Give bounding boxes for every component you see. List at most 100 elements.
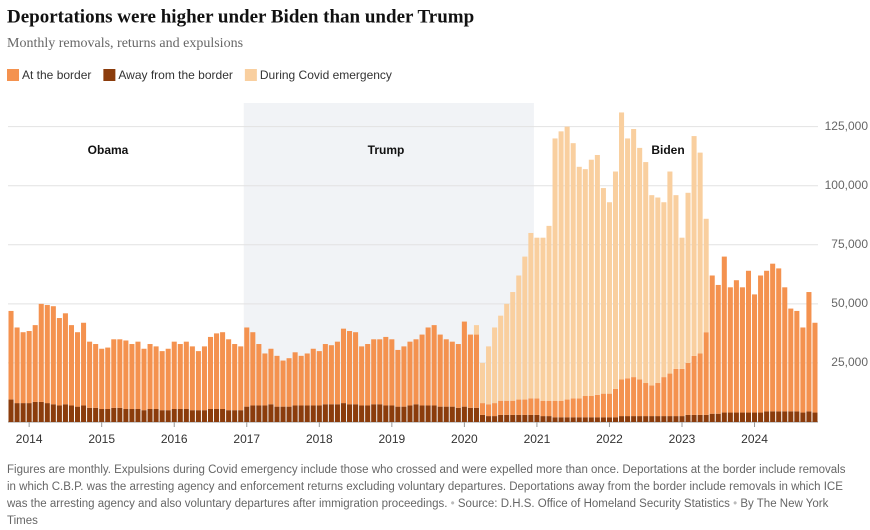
bar-segment <box>425 327 431 406</box>
bar-segment <box>649 195 655 386</box>
bar-segment <box>220 332 226 410</box>
bar-segment <box>377 404 383 422</box>
bar-segment <box>812 412 818 422</box>
bar-segment <box>135 341 141 410</box>
bar-segment <box>87 341 93 408</box>
bar-segment <box>758 275 764 413</box>
bar-segment <box>606 393 612 418</box>
bar-segment <box>81 405 87 422</box>
bar-segment <box>250 405 256 422</box>
bar-segment <box>322 404 328 422</box>
bar-segment <box>516 399 522 415</box>
bar-segment <box>111 407 117 422</box>
bar-segment <box>437 334 443 407</box>
bar-segment <box>715 284 721 414</box>
bar-segment <box>207 336 214 410</box>
bar-segment <box>340 328 347 404</box>
bar-segment <box>510 414 516 422</box>
bar-segment <box>697 152 703 354</box>
bar-segment <box>214 409 220 422</box>
bar-segment <box>328 404 334 422</box>
bar-segment <box>528 232 534 399</box>
bar-segment <box>383 336 389 406</box>
bar-segment <box>74 406 81 422</box>
bar-segment <box>697 414 703 422</box>
bar-segment <box>631 128 637 378</box>
bar-segment <box>292 405 298 422</box>
bar-segment <box>655 416 661 422</box>
bar-segment <box>171 409 177 422</box>
bar-segment <box>703 218 709 333</box>
bar-segment <box>612 171 619 389</box>
bar-segment <box>679 368 685 417</box>
bar-segment <box>619 416 625 422</box>
bar-segment <box>673 195 679 369</box>
bar-segment <box>316 405 322 422</box>
bar-segment <box>558 400 564 418</box>
bar-segment <box>401 406 407 422</box>
bar-segment <box>347 404 353 422</box>
bar-segment <box>745 412 752 422</box>
bar-segment <box>268 348 274 405</box>
bar-segment <box>534 237 540 399</box>
bar-segment <box>540 237 546 401</box>
bar-segment <box>14 403 20 422</box>
bar-segment <box>733 280 739 413</box>
bar-segment <box>93 407 99 422</box>
bar-segment <box>806 411 812 422</box>
page: {"chart_data": {"type": "stacked_bar", "… <box>7 6 869 527</box>
bar-segment <box>486 404 492 417</box>
bar-segment <box>159 410 165 422</box>
y-tick-label: 75,000 <box>831 237 868 251</box>
bar-segment <box>522 256 528 400</box>
bar-segment <box>473 334 479 408</box>
bar-segment <box>353 332 359 405</box>
bar-segment <box>395 349 401 407</box>
bar-segment <box>20 403 26 422</box>
bar-segment <box>703 332 709 415</box>
bar-segment <box>552 400 558 418</box>
bar-segment <box>721 412 727 422</box>
bar-segment <box>498 400 504 415</box>
bar-segment <box>594 394 600 418</box>
bar-segment <box>473 325 479 335</box>
chart: Deportations were higher under Biden tha… <box>7 6 868 446</box>
period-label: Obama <box>88 143 129 157</box>
bar-segment <box>129 344 135 410</box>
bar-segment <box>20 332 26 404</box>
bar-segment <box>298 355 304 406</box>
bar-segment <box>365 344 371 406</box>
bar-segment <box>371 404 377 422</box>
bar-segment <box>129 409 135 422</box>
bar-segment <box>365 405 371 422</box>
bar-segment <box>195 410 201 422</box>
bar-segment <box>425 405 431 422</box>
bar-segment <box>32 401 38 422</box>
bar-segment <box>201 410 207 422</box>
legend-swatch <box>244 69 257 81</box>
bar-segment <box>679 237 685 369</box>
bar-segment <box>62 404 68 422</box>
bar-segment <box>226 339 232 411</box>
bar-segment <box>619 112 625 380</box>
bar-segment <box>770 263 776 412</box>
bar-segment <box>292 352 298 406</box>
bar-segment <box>50 404 56 422</box>
bar-segment <box>467 407 473 422</box>
bar-segment <box>177 344 183 410</box>
bar-segment <box>709 413 715 422</box>
bar-segment <box>570 417 576 422</box>
bar-segment <box>558 131 564 401</box>
bar-segment <box>262 353 268 406</box>
bar-segment <box>691 414 697 422</box>
bar-segment <box>733 412 739 422</box>
bar-segment <box>232 410 238 422</box>
bar-segment <box>14 327 20 404</box>
bar-segment <box>661 202 667 378</box>
bar-segment <box>727 287 733 413</box>
bar-segment <box>522 399 528 415</box>
bar-segment <box>467 334 473 408</box>
bar-segment <box>111 339 117 408</box>
x-tick-label: 2019 <box>378 432 405 446</box>
bar-segment <box>419 334 425 406</box>
